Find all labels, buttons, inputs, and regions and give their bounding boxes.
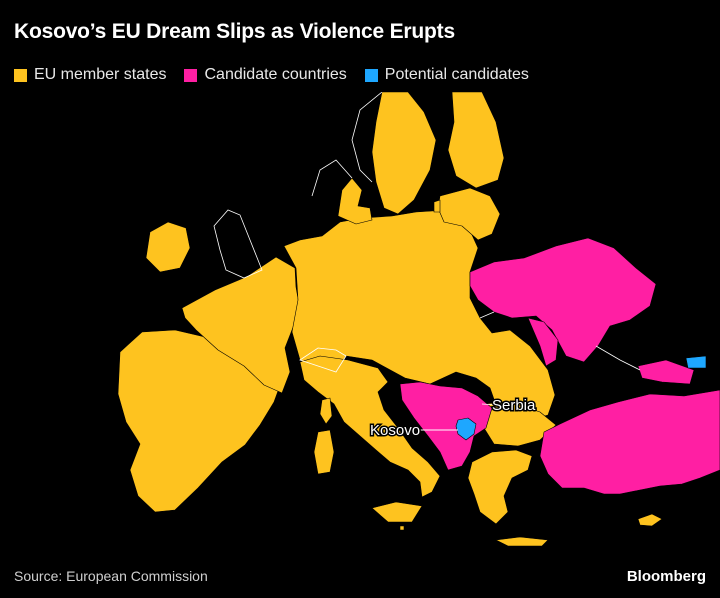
source-note: Source: European Commission (14, 568, 208, 584)
region-turkey (539, 389, 720, 495)
region-corsica (319, 397, 333, 425)
legend-swatch-eu (14, 68, 27, 82)
region-baltics (437, 187, 501, 241)
region-italy (299, 355, 441, 498)
label-serbia: Serbia (492, 397, 536, 414)
legend-item-candidate: Candidate countries (184, 66, 347, 84)
region-denmark (337, 177, 373, 225)
region-cyprus (637, 513, 663, 527)
bloomberg-logo: Bloomberg (626, 568, 706, 585)
chart-title: Kosovo’s EU Dream Slips as Violence Erup… (14, 20, 455, 43)
region-moldova (527, 317, 559, 367)
region-kosovo (455, 417, 477, 441)
legend-label-candidate: Candidate countries (204, 66, 347, 83)
region-sweden (371, 92, 437, 215)
region-france (181, 256, 301, 394)
country-borders (213, 92, 641, 406)
region-georgia (637, 359, 695, 385)
region-sicily (371, 501, 423, 523)
europe-map: Serbia Kosovo (117, 92, 720, 547)
legend-swatch-candidate (184, 68, 198, 82)
region-malta (399, 525, 405, 531)
legend-swatch-potential (364, 68, 378, 82)
region-west-balkans (399, 381, 493, 471)
legend-label-potential: Potential candidates (384, 66, 529, 83)
region-east-potential (685, 355, 707, 369)
legend: EU member states Candidate countries Pot… (14, 66, 547, 84)
region-crete (495, 536, 549, 547)
region-gotland (433, 199, 441, 213)
region-ukraine (469, 237, 657, 363)
legend-item-potential: Potential candidates (364, 66, 529, 84)
legend-label-eu: EU member states (34, 66, 167, 83)
region-greece (467, 449, 533, 525)
region-ireland (145, 221, 191, 273)
legend-item-eu: EU member states (14, 66, 166, 84)
region-bulgaria (481, 401, 557, 447)
label-kosovo: Kosovo (370, 422, 420, 439)
region-sardinia (313, 429, 335, 475)
region-finland (447, 92, 505, 189)
